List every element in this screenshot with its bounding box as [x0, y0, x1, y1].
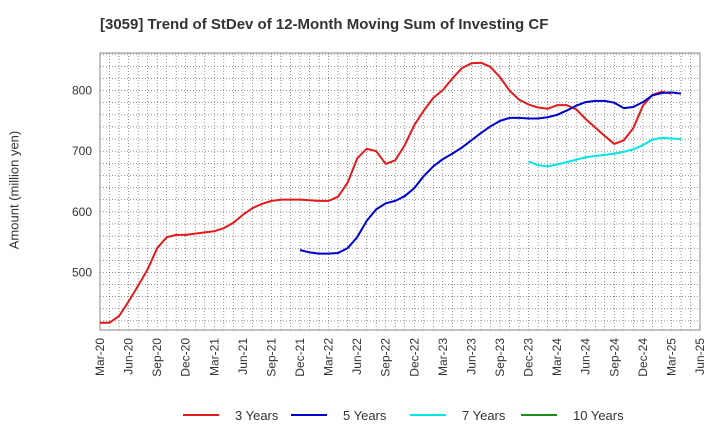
legend-item: 7 Years — [410, 404, 505, 426]
x-tick-label: Dec-20 — [179, 338, 193, 377]
legend-item: 5 Years — [291, 404, 386, 426]
x-tick-label: Jun-21 — [236, 338, 250, 375]
x-tick-label: Sep-20 — [150, 338, 164, 377]
x-tick-label: Mar-24 — [550, 338, 564, 376]
x-tick-label: Sep-24 — [607, 338, 621, 377]
legend-swatch — [521, 414, 557, 416]
x-tick-label: Sep-21 — [264, 338, 278, 377]
x-tick-label: Sep-22 — [379, 338, 393, 377]
plot-border — [99, 52, 701, 331]
plot-area — [100, 53, 700, 330]
series-line-7-years — [528, 136, 682, 168]
x-tick-label: Jun-24 — [579, 338, 593, 375]
x-tick-label: Mar-22 — [322, 338, 336, 376]
chart-title: [3059] Trend of StDev of 12-Month Moving… — [100, 16, 549, 33]
y-tick-label: 600 — [72, 205, 92, 219]
legend-label: 10 Years — [573, 407, 624, 423]
y-tick-label: 500 — [72, 265, 92, 279]
x-tick-label: Jun-23 — [464, 338, 478, 375]
x-tick-label: Jun-22 — [350, 338, 364, 375]
legend-swatch — [410, 414, 446, 416]
x-tick-label: Dec-24 — [636, 338, 650, 377]
x-tick-label: Mar-20 — [93, 338, 107, 376]
legend-item: 3 Years — [183, 404, 278, 426]
series-line-3-years — [100, 61, 672, 324]
legend-label: 3 Years — [235, 407, 279, 423]
x-tick-label: Dec-22 — [407, 338, 421, 377]
x-tick-label: Sep-23 — [493, 338, 507, 377]
x-tick-label: Mar-23 — [436, 338, 450, 376]
y-tick-label: 700 — [72, 144, 92, 158]
x-tick-label: Dec-21 — [293, 338, 307, 377]
x-tick-label: Mar-25 — [664, 338, 678, 376]
series-line-5-years — [299, 91, 682, 255]
chart-legend: 3 Years 5 Years 7 Years 10 Years — [0, 404, 720, 426]
legend-label: 5 Years — [343, 407, 387, 423]
x-tick-label: Jun-20 — [122, 338, 136, 375]
legend-swatch — [183, 414, 219, 416]
y-tick-label: 800 — [72, 84, 92, 98]
legend-label: 7 Years — [462, 407, 506, 423]
legend-swatch — [291, 414, 327, 416]
x-tick-label: Jun-25 — [693, 338, 707, 375]
horizontal-gridlines — [100, 53, 700, 322]
x-tick-label: Mar-21 — [207, 338, 221, 376]
legend-item: 10 Years — [521, 404, 624, 426]
x-tick-label: Dec-23 — [522, 338, 536, 377]
